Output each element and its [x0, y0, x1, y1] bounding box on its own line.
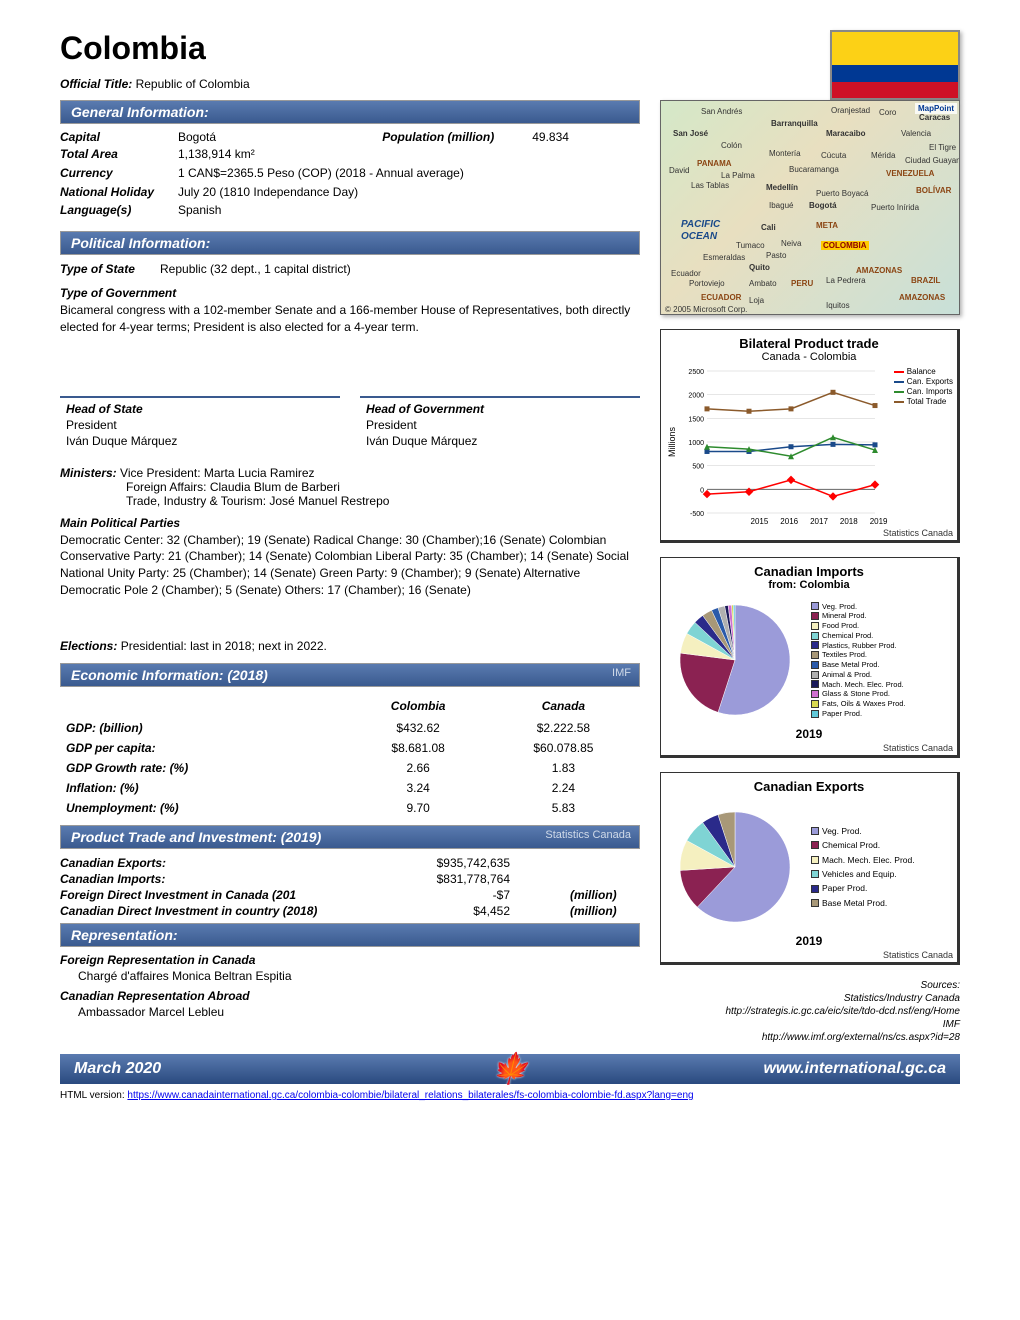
section-economic: Economic Information: (2018) IMF	[60, 663, 640, 687]
canadian-exports-chart: Canadian Exports Veg. Prod.Chemical Prod…	[660, 772, 960, 965]
svg-text:-500: -500	[690, 511, 704, 517]
section-representation: Representation:	[60, 923, 640, 947]
elections: Elections: Presidential: last in 2018; n…	[60, 639, 640, 653]
svg-text:2500: 2500	[688, 369, 704, 376]
country-title: Colombia	[60, 30, 250, 67]
section-political: Political Information:	[60, 231, 640, 255]
section-general: General Information:	[60, 100, 640, 124]
economic-table: ColombiaCanada GDP: (billion)$432.62$2.2…	[60, 693, 640, 819]
svg-text:1500: 1500	[688, 416, 704, 423]
html-version-link: HTML version: https://www.canadainternat…	[60, 1090, 960, 1101]
country-map: MapPoint San AndrésBarranquillaOranjesta…	[660, 100, 960, 315]
svg-text:2000: 2000	[688, 393, 704, 400]
head-of-government: Head of Government President Iván Duque …	[360, 396, 640, 448]
svg-text:0: 0	[700, 487, 704, 494]
footer-bar: March 2020 🍁 www.international.gc.ca	[60, 1054, 960, 1084]
svg-text:500: 500	[692, 464, 704, 471]
head-of-state: Head of State President Iván Duque Márqu…	[60, 396, 340, 448]
official-title: Official Title: Republic of Colombia	[60, 77, 250, 91]
ministers: Ministers: Vice President: Marta Lucia R…	[60, 466, 640, 508]
svg-text:1000: 1000	[688, 440, 704, 447]
canadian-imports-chart: Canadian Imports from: Colombia Veg. Pro…	[660, 557, 960, 758]
bilateral-trade-chart: Bilateral Product trade Canada - Colombi…	[660, 329, 960, 543]
sources-block: Sources: Statistics/Industry Canada http…	[660, 979, 960, 1044]
maple-leaf-icon: 🍁	[491, 1052, 528, 1087]
section-trade: Product Trade and Investment: (2019) Sta…	[60, 825, 640, 849]
flag-colombia	[830, 30, 960, 100]
